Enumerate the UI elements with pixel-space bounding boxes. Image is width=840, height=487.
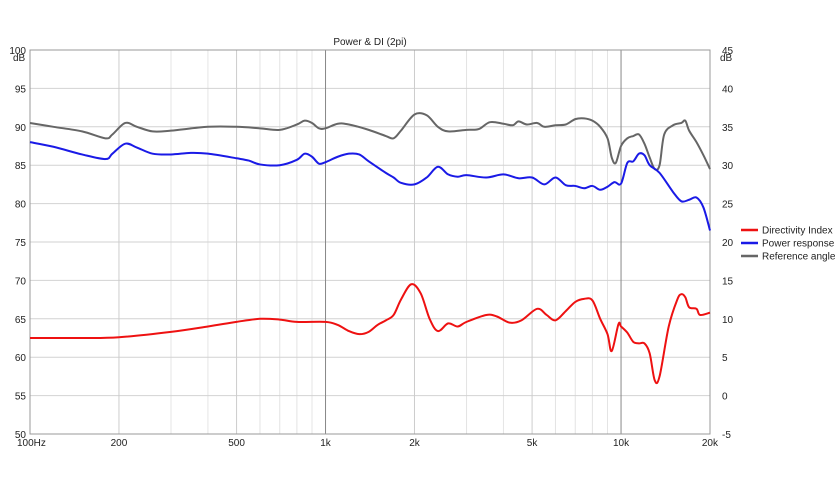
y2-tick-label: 5	[722, 353, 728, 364]
series-line-power-response	[29, 141, 711, 231]
y-tick-label: 85	[15, 161, 27, 172]
chart-grid	[29, 49, 711, 435]
y2-tick-label: 0	[722, 392, 728, 403]
y-tick-label: 95	[15, 84, 27, 95]
y2-tick-label: 25	[722, 200, 734, 211]
x-tick-label: 500	[228, 438, 245, 449]
y2-tick-label: 35	[722, 123, 734, 134]
plot-series	[29, 112, 711, 385]
legend-label: Directivity Index	[762, 226, 833, 237]
y-tick-label: 100	[9, 46, 26, 57]
y2-tick-label: 40	[722, 84, 734, 95]
legend-label: Reference angle	[762, 252, 836, 263]
y-axis-unit-left: dB	[13, 53, 26, 64]
y-axis-unit-right: dB	[720, 53, 733, 64]
y-axis-right: 45 40 35 30 25 20 15 10 5 0 -5	[722, 46, 734, 441]
x-tick-label: 1k	[320, 438, 332, 449]
y2-tick-label: 10	[722, 315, 734, 326]
y-tick-label: 90	[15, 123, 27, 134]
y-axis-left: 100 95 90 85 80 75 70 65 60 55 50	[9, 46, 26, 441]
x-tick-label: 20k	[702, 438, 719, 449]
y2-tick-label: 20	[722, 238, 734, 249]
y-tick-label: 75	[15, 238, 27, 249]
y2-tick-label: 15	[722, 276, 734, 287]
y-tick-label: 80	[15, 200, 27, 211]
y-tick-label: 65	[15, 315, 27, 326]
y2-tick-label: -5	[722, 430, 731, 441]
x-axis: 100Hz 200 500 1k 2k 5k 10k 20k	[17, 438, 719, 449]
series-line-directivity-index	[29, 283, 711, 385]
y2-tick-label: 45	[722, 46, 734, 57]
y-tick-label: 50	[15, 430, 27, 441]
x-tick-label: 2k	[409, 438, 421, 449]
y-tick-label: 55	[15, 392, 27, 403]
y2-tick-label: 30	[722, 161, 734, 172]
series-line-reference-angle	[29, 112, 711, 171]
x-tick-label: 100Hz	[17, 438, 46, 449]
legend-label: Power response	[762, 239, 835, 250]
x-tick-label: 10k	[613, 438, 630, 449]
y-tick-label: 70	[15, 276, 27, 287]
legend: Directivity Index Power response Reference…	[741, 226, 836, 263]
plot-frame	[29, 49, 711, 435]
chart-title: Power & DI (2pi)	[333, 37, 406, 48]
x-tick-label: 200	[111, 438, 128, 449]
x-tick-label: 5k	[527, 438, 539, 449]
y-tick-label: 60	[15, 353, 27, 364]
